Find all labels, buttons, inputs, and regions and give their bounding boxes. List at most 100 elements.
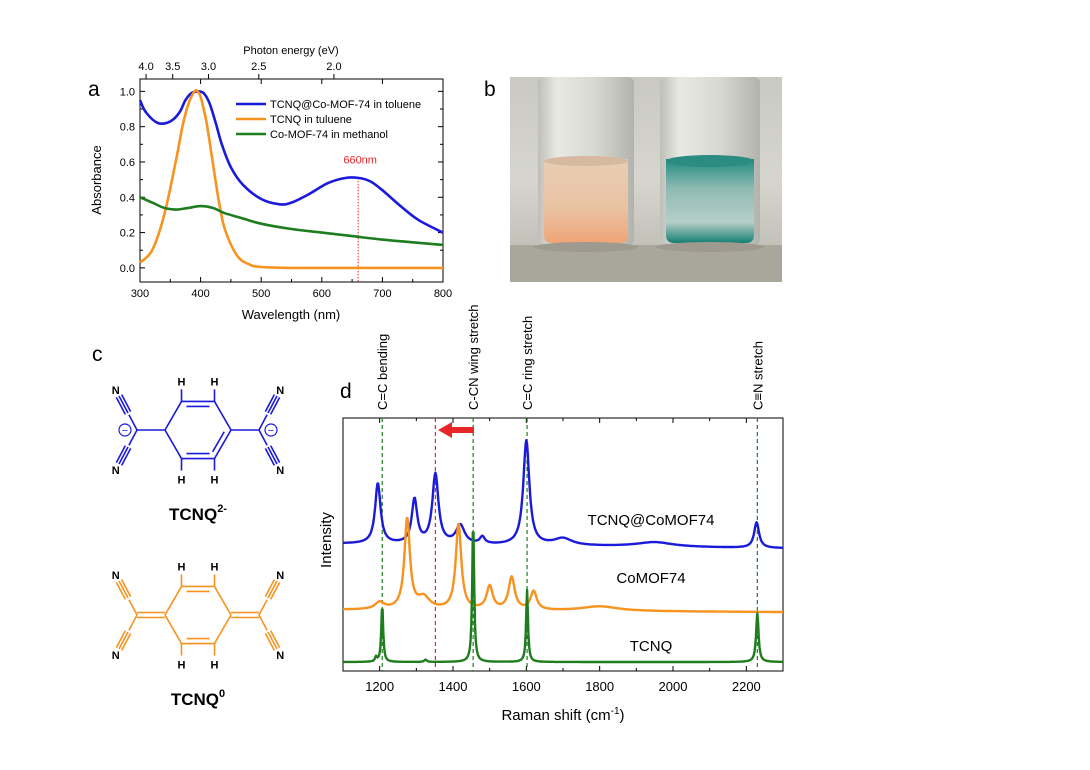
- raman-series-label-2: TCNQ: [630, 638, 673, 655]
- ring-bond: [213, 586, 232, 616]
- triple-bond: [115, 582, 127, 600]
- c-c-bond: [128, 429, 138, 446]
- ring-bond: [213, 401, 232, 431]
- vials-photo: [510, 77, 782, 282]
- raman-series-label-1: CoMOF74: [616, 570, 685, 587]
- triple-bond: [118, 631, 129, 650]
- raman-series-2: [342, 531, 784, 664]
- ring-bond: [213, 614, 232, 644]
- wavelength-axis-title: Wavelength (nm): [242, 307, 341, 322]
- ring-bond: [164, 614, 183, 644]
- uv-x-tick-label: 800: [434, 288, 452, 300]
- triple-bond: [118, 395, 129, 414]
- uv-y-tick-label: 0.8: [120, 122, 135, 134]
- uv-y-tick-label: 0.0: [120, 263, 135, 275]
- nitrogen-atom: N: [276, 570, 284, 582]
- triple-bond: [269, 445, 281, 463]
- charge-sign: −: [122, 425, 128, 437]
- c-c-bond: [128, 599, 138, 616]
- peak-660-label: 660nm: [343, 155, 377, 167]
- triple-bond: [120, 448, 132, 466]
- hydrogen-atom: H: [178, 561, 186, 573]
- left-vial-shadow: [534, 242, 638, 252]
- charge-sign: −: [268, 425, 274, 437]
- uv-series-1: [139, 88, 443, 270]
- photon-energy-axis-title: Photon energy (eV): [243, 45, 338, 57]
- panel-label-d: d: [340, 380, 352, 403]
- hydrogen-atom: H: [178, 660, 186, 672]
- right-vial-meniscus: [666, 155, 754, 167]
- molecule-0: H H H H − − N N N N TCNQ2-: [112, 376, 284, 524]
- raman-x-tick-label: 1400: [439, 679, 468, 694]
- triple-bond: [115, 397, 127, 415]
- uv-vis-chart: Photon energy (eV) Wavelength (nm) Absor…: [89, 45, 452, 322]
- right-vial-liquid: [666, 159, 754, 243]
- triple-bond: [269, 630, 281, 648]
- nitrogen-atom: N: [112, 650, 120, 662]
- uv-x-tick-label: 700: [373, 288, 391, 300]
- triple-bond: [115, 630, 127, 648]
- energy-tick-label: 3.0: [201, 61, 216, 73]
- left-vial-liquid: [544, 159, 628, 243]
- raman-shift-axis-title: Raman shift (cm-1): [501, 706, 624, 724]
- panel-label-b: b: [484, 78, 496, 101]
- raman-chart: Intensity Raman shift (cm-1) 1200 1400 160…: [318, 305, 784, 724]
- nitrogen-atom: N: [112, 570, 120, 582]
- uv-series-0: [138, 90, 444, 234]
- band-label-3: C≡N stretch: [750, 341, 765, 410]
- molecule-name: TCNQ: [171, 690, 219, 709]
- c-c-bond: [128, 614, 138, 631]
- triple-bond: [264, 448, 276, 466]
- nitrogen-atom: N: [276, 385, 284, 397]
- legend-label-1: TCNQ in tuluene: [270, 114, 352, 126]
- charge-circle: [264, 423, 278, 437]
- band-label-1: C-CN wing stretch: [466, 305, 481, 410]
- triple-bond: [264, 579, 276, 597]
- ring-bond: [213, 429, 232, 459]
- molecule-label-1: TCNQ0: [171, 688, 225, 709]
- ring-bond: [164, 401, 183, 431]
- nitrogen-atom: N: [112, 465, 120, 477]
- molecule-1: H H H H N N N N TCNQ0: [112, 561, 284, 709]
- triple-bond: [115, 445, 127, 463]
- triple-bond: [120, 394, 132, 412]
- panel-label-a: a: [88, 78, 100, 101]
- uv-series-2: [139, 196, 444, 247]
- hydrogen-atom: H: [211, 561, 219, 573]
- raman-x-tick-label: 1800: [585, 679, 614, 694]
- molecule-charge-superscript: 2-: [217, 503, 227, 515]
- left-vial-meniscus: [544, 156, 628, 166]
- legend-label-0: TCNQ@Co-MOF-74 in toluene: [270, 99, 421, 111]
- c-c-bond: [258, 614, 268, 631]
- shift-arrow-icon: [438, 422, 474, 438]
- absorbance-axis-title: Absorbance: [89, 145, 104, 214]
- vials-photo-drawing: [510, 77, 782, 282]
- uv-x-tick-label: 600: [313, 288, 331, 300]
- molecule-name: TCNQ: [169, 505, 217, 524]
- energy-tick-label: 2.5: [251, 61, 266, 73]
- hydrogen-atom: H: [178, 475, 186, 487]
- ring-bond: [164, 586, 183, 616]
- raman-x-tick-label: 2000: [659, 679, 688, 694]
- raman-xlabel-tail: ): [620, 707, 625, 724]
- ring-double-bond: [211, 431, 225, 453]
- uv-x-tick-label: 400: [191, 288, 209, 300]
- c-c-bond: [258, 599, 268, 616]
- hydrogen-atom: H: [178, 376, 186, 388]
- uv-y-tick-label: 0.4: [120, 192, 135, 204]
- triple-bond: [120, 633, 132, 651]
- triple-bond: [267, 446, 278, 465]
- triple-bond: [118, 446, 129, 465]
- uv-y-tick-label: 0.2: [120, 228, 135, 240]
- hydrogen-atom: H: [211, 376, 219, 388]
- ring-bond: [164, 429, 183, 459]
- triple-bond: [267, 395, 278, 414]
- hydrogen-atom: H: [211, 660, 219, 672]
- nitrogen-atom: N: [276, 650, 284, 662]
- energy-tick-label: 2.0: [326, 61, 341, 73]
- c-c-bond: [258, 414, 268, 431]
- charge-circle: [118, 423, 132, 437]
- raman-x-tick-label: 2200: [732, 679, 761, 694]
